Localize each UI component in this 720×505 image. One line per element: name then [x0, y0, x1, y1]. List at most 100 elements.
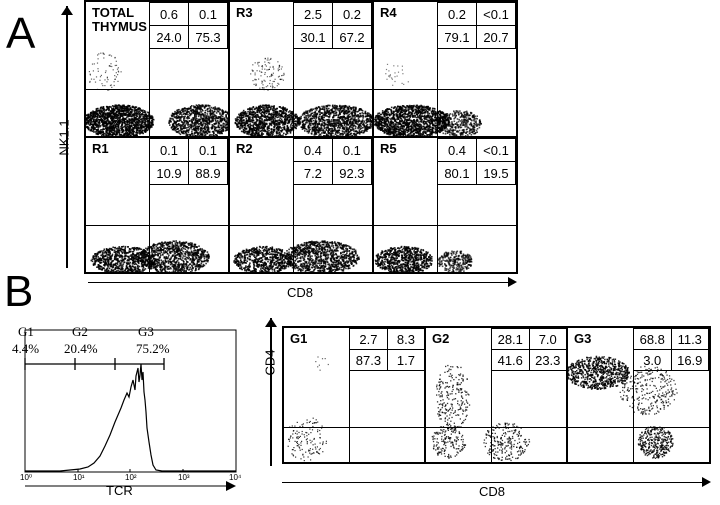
- quadrant-gate-horizontal: [284, 427, 427, 428]
- histogram-curve: [25, 364, 236, 471]
- panel-a-x-axis-line: [88, 282, 508, 283]
- panel-a-2-quadrant-value: 0.2: [333, 3, 372, 26]
- panel-a-3-label: R4: [380, 6, 397, 20]
- panel-b-g2-quadrant-value: 41.6: [492, 350, 530, 371]
- panel-a-4-quadrant-value: 10.9: [150, 162, 189, 185]
- panel-b-letter: B: [4, 270, 33, 314]
- panel-a-2-quadrant-value: 67.2: [333, 26, 372, 49]
- panel-b-histogram: G1 G2 G3 4.4% 20.4% 75.2% 10⁰ 10¹ 10² 10…: [10, 320, 250, 500]
- histogram-tick-label: 10⁴: [229, 473, 241, 482]
- panel-b-g1-quadrant-value: 1.7: [387, 350, 424, 371]
- gate-percent-g2: 20.4%: [64, 341, 98, 357]
- panel-b-g2-quadrant-value: 7.0: [529, 329, 567, 350]
- panel-b-g2-quadrant-value: 23.3: [529, 350, 567, 371]
- quadrant-gate-horizontal: [374, 89, 518, 90]
- histogram-x-arrow-icon: [226, 481, 236, 491]
- panel-a-4-quadrant-value: 0.1: [189, 139, 228, 162]
- quadrant-gate-horizontal: [86, 89, 230, 90]
- panel-b-g3-quadrant-value: 16.9: [671, 350, 709, 371]
- panel-a-1-label: TOTAL THYMUS: [92, 6, 150, 33]
- panel-a-6-quadrant-value: 19.5: [476, 162, 515, 185]
- panel-a-1-quadrant-value: 0.1: [189, 3, 228, 26]
- quadrant-gate-horizontal: [230, 225, 374, 226]
- quadrant-gate-horizontal: [374, 225, 518, 226]
- panel-b-g1-label: G1: [290, 332, 307, 346]
- gate-label-g2: G2: [72, 324, 88, 340]
- panel-b-x-axis-line: [282, 482, 702, 483]
- panel-b-g1-quadrant-value: 87.3: [350, 350, 388, 371]
- panel-b-g2-quadrant-value: 28.1: [492, 329, 530, 350]
- panel-b-x-arrow-icon: [702, 477, 711, 487]
- panel-a-4-label: R1: [92, 142, 109, 156]
- panel-a-3-quadrant-value: <0.1: [476, 3, 515, 26]
- panel-b-g2-label: G2: [432, 332, 449, 346]
- panel-a-y-axis-label: NK1.1: [57, 98, 72, 178]
- panel-b-g1-quadrant-value: 2.7: [350, 329, 388, 350]
- panel-a-5-quadrant-value: 7.2: [294, 162, 333, 185]
- quadrant-gate-horizontal: [426, 427, 569, 428]
- histogram-tick-label: 10²: [125, 473, 137, 482]
- panel-a-5-quadrant-value: 0.4: [294, 139, 333, 162]
- panel-a-4-quadrant-value: 88.9: [189, 162, 228, 185]
- panel-a-3-quadrant-value: 0.2: [438, 3, 477, 26]
- panel-b-g1-quadrant-value: 8.3: [387, 329, 424, 350]
- quadrant-gate-horizontal: [230, 89, 374, 90]
- panel-a-5-quadrant-value: 92.3: [332, 162, 371, 185]
- panel-b-g3-quadrant-value: 3.0: [634, 350, 672, 371]
- panel-a-6-label: R5: [380, 142, 397, 156]
- panel-b-g3-quadrant-value: 11.3: [671, 329, 709, 350]
- panel-a-1-quadrant-value: 75.3: [189, 26, 228, 49]
- panel-a-3-quadrant-value: 20.7: [476, 26, 515, 49]
- panel-a-6-quadrant-value: <0.1: [476, 139, 515, 162]
- quadrant-gate-horizontal: [568, 427, 711, 428]
- panel-a-1-quadrant-value: 0.6: [150, 3, 189, 26]
- panel-b-g3-quadrant-value: 68.8: [634, 329, 672, 350]
- panel-a-y-arrow-icon: [61, 6, 73, 15]
- panel-a-2-label: R3: [236, 6, 253, 20]
- panel-a-4-quadrant-value: 0.1: [150, 139, 189, 162]
- panel-b-g3-label: G3: [574, 332, 591, 346]
- panel-b-y-axis-label: CD4: [263, 333, 278, 393]
- panel-a-5-quadrant-value: 0.1: [332, 139, 371, 162]
- panel-a-2-quadrant-value: 30.1: [294, 26, 333, 49]
- histogram-x-axis-label: TCR: [106, 483, 133, 498]
- panel-a-6-quadrant-value: 0.4: [438, 139, 477, 162]
- panel-a-2-quadrant-value: 2.5: [294, 3, 333, 26]
- panel-a-letter: A: [6, 12, 35, 56]
- histogram-tick-label: 10⁰: [20, 473, 32, 482]
- panel-a-x-arrow-icon: [508, 277, 517, 287]
- quadrant-gate-horizontal: [86, 225, 230, 226]
- panel-a-3-quadrant-value: 79.1: [438, 26, 477, 49]
- panel-a-5-label: R2: [236, 142, 253, 156]
- gate-label-g1: G1: [18, 324, 34, 340]
- gate-percent-g3: 75.2%: [136, 341, 170, 357]
- panel-a-1-quadrant-value: 24.0: [150, 26, 189, 49]
- histogram-tick-label: 10¹: [73, 473, 85, 482]
- panel-b-x-axis-label: CD8: [462, 484, 522, 499]
- gate-label-g3: G3: [138, 324, 154, 340]
- histogram-tick-label: 10³: [178, 473, 190, 482]
- panel-b-y-arrow-icon: [265, 318, 277, 327]
- gate-percent-g1: 4.4%: [12, 341, 39, 357]
- panel-a-6-quadrant-value: 80.1: [438, 162, 477, 185]
